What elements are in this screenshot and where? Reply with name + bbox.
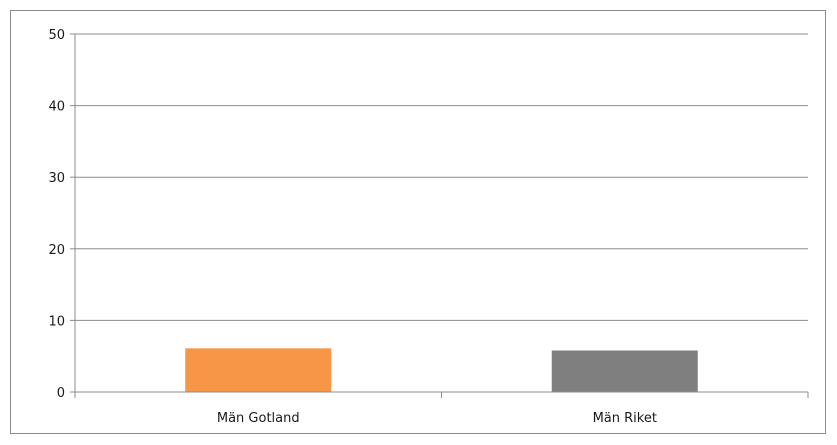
y-axis: 0 10 20 30 40 50 — [48, 28, 76, 401]
y-tick-label: 40 — [48, 100, 65, 115]
y-tick-label: 20 — [48, 243, 65, 258]
bar-man-riket — [551, 350, 698, 392]
x-axis: Män Gotland Män Riket — [74, 391, 809, 426]
x-tick-label: Män Riket — [593, 411, 657, 426]
bars — [185, 348, 698, 392]
y-tick-label: 0 — [57, 386, 65, 401]
y-tick-label: 10 — [48, 314, 65, 329]
x-tick-label: Män Gotland — [217, 411, 300, 426]
gridlines — [75, 33, 808, 321]
y-tick-label: 30 — [48, 171, 65, 186]
bar-man-gotland — [185, 348, 332, 392]
y-tick-label: 50 — [48, 28, 65, 43]
